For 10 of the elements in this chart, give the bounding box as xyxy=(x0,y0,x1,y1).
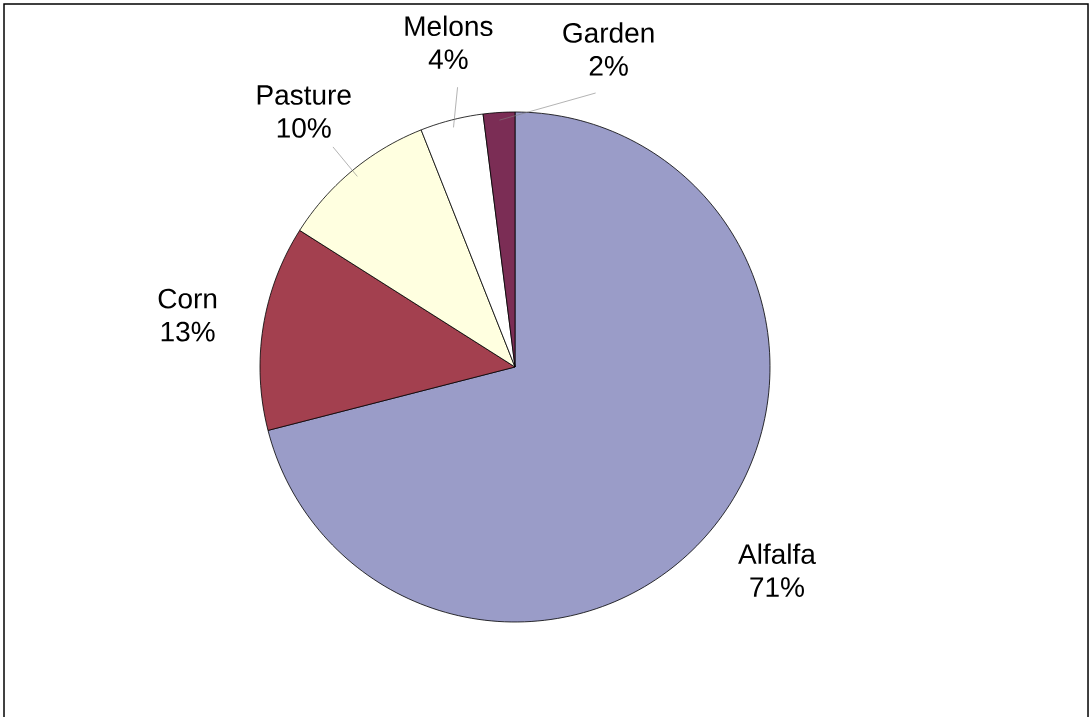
slice-label: Melons xyxy=(405,15,493,37)
slice-label: Alfalfa xyxy=(738,543,816,565)
data-label: 10% xyxy=(277,118,331,138)
data-label: 2% xyxy=(589,56,628,76)
slice-label: Corn xyxy=(158,288,217,309)
slice-label: Garden xyxy=(563,22,654,43)
data-label: 13% xyxy=(161,321,215,342)
data-label: 71% xyxy=(750,577,804,598)
data-label: 4% xyxy=(428,49,468,70)
slice-label: Pasture xyxy=(257,85,351,105)
